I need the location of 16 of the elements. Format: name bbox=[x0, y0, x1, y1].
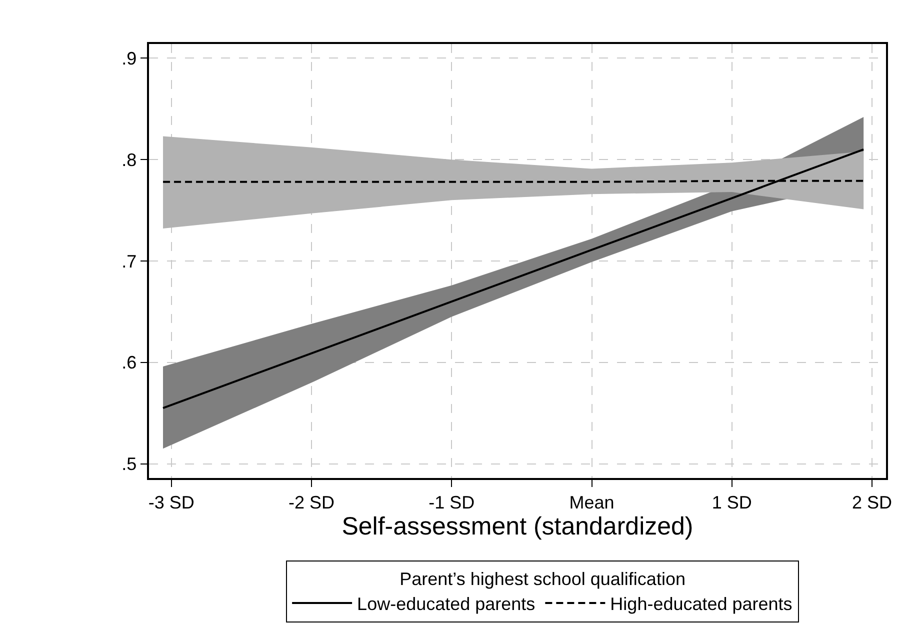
x-tick-label: -2 SD bbox=[288, 492, 335, 512]
x-tick-label: -1 SD bbox=[428, 492, 475, 512]
x-axis-title: Self-assessment (standardized) bbox=[342, 512, 694, 540]
y-tick-label: .8 bbox=[122, 150, 137, 170]
line-series bbox=[162, 148, 865, 410]
x-tick-label: 1 SD bbox=[712, 492, 752, 512]
legend-title: Parent’s highest school qualification bbox=[400, 568, 686, 589]
y-tick-label: .6 bbox=[122, 352, 137, 373]
legend-label: High-educated parents bbox=[610, 594, 792, 614]
x-tick-label: 2 SD bbox=[852, 492, 892, 512]
x-tick-label: -3 SD bbox=[148, 492, 194, 512]
legend-label: Low-educated parents bbox=[357, 594, 536, 614]
y-tick-label: .7 bbox=[122, 251, 137, 272]
y-tick-label: .9 bbox=[122, 48, 137, 68]
x-tick-label: Mean bbox=[569, 492, 614, 512]
y-tick-label: .5 bbox=[122, 454, 137, 474]
